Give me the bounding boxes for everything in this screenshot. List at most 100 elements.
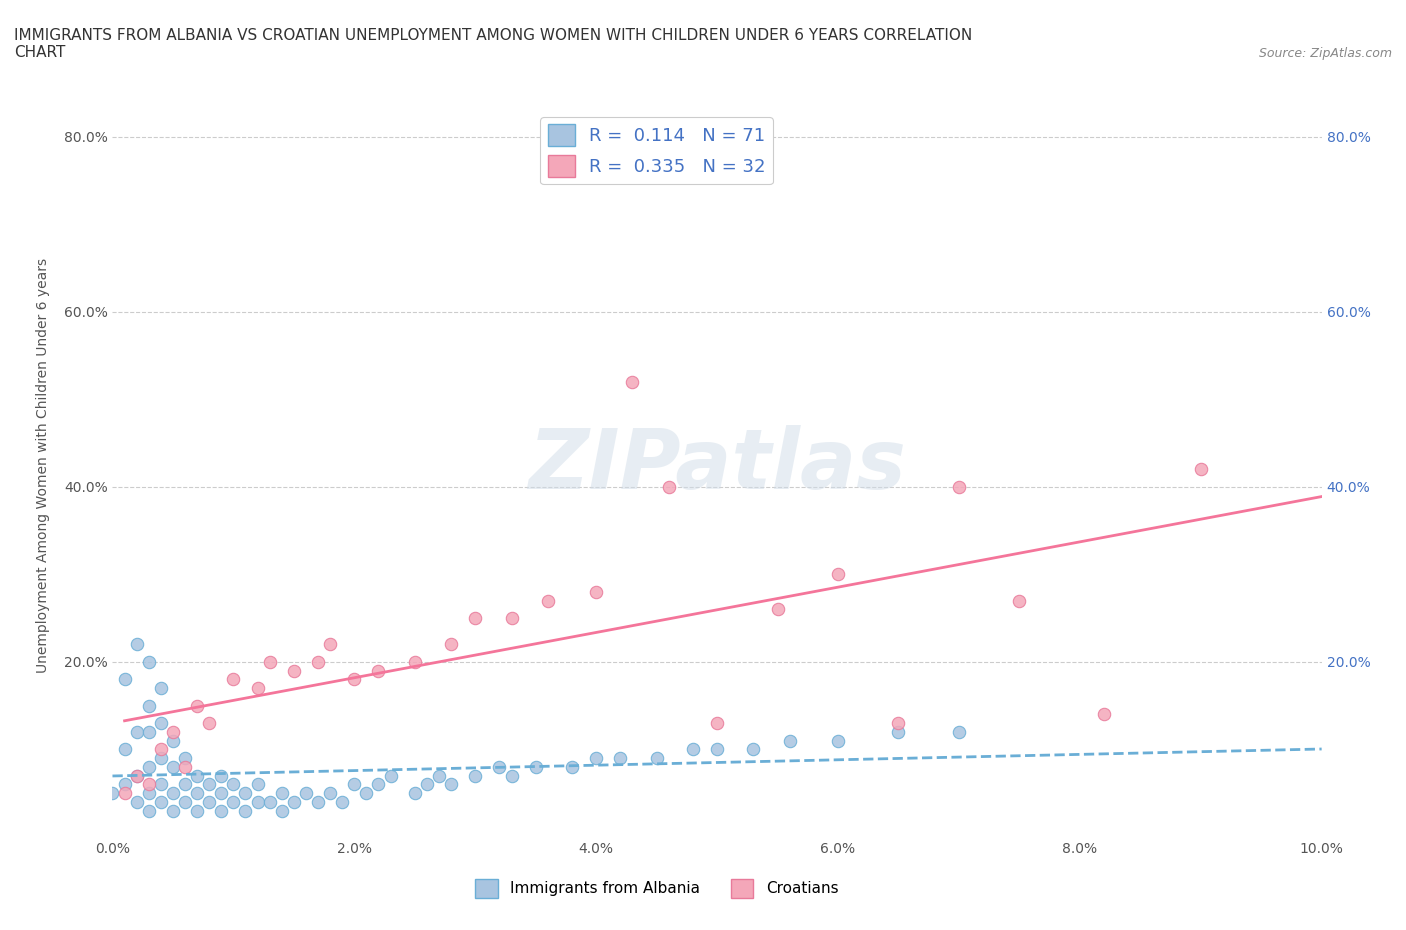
Point: [440, 637, 463, 652]
Point: [501, 611, 523, 626]
Point: [766, 602, 789, 617]
Point: [330, 794, 353, 809]
Point: [307, 794, 329, 809]
Point: [186, 804, 208, 818]
Point: [138, 655, 160, 670]
Point: [1189, 462, 1212, 477]
Point: [246, 681, 269, 696]
Point: [198, 777, 221, 792]
Point: [174, 751, 197, 765]
Point: [246, 777, 269, 792]
Text: Source: ZipAtlas.com: Source: ZipAtlas.com: [1258, 46, 1392, 60]
Point: [198, 716, 221, 731]
Point: [114, 672, 136, 687]
Point: [427, 768, 450, 783]
Point: [186, 786, 208, 801]
Point: [706, 716, 728, 731]
Point: [235, 786, 257, 801]
Point: [235, 804, 257, 818]
Point: [1092, 707, 1115, 722]
Point: [307, 655, 329, 670]
Point: [259, 655, 281, 670]
Point: [319, 786, 342, 801]
Point: [283, 663, 305, 678]
Point: [125, 637, 148, 652]
Point: [174, 794, 197, 809]
Point: [125, 794, 148, 809]
Point: [561, 760, 583, 775]
Point: [319, 637, 342, 652]
Point: [621, 375, 644, 390]
Point: [198, 794, 221, 809]
Point: [149, 742, 172, 757]
Point: [367, 777, 389, 792]
Point: [149, 794, 172, 809]
Point: [149, 681, 172, 696]
Point: [138, 804, 160, 818]
Point: [246, 794, 269, 809]
Point: [222, 794, 245, 809]
Point: [609, 751, 631, 765]
Point: [356, 786, 378, 801]
Point: [887, 724, 910, 739]
Point: [149, 777, 172, 792]
Point: [125, 724, 148, 739]
Point: [162, 760, 184, 775]
Point: [416, 777, 439, 792]
Point: [524, 760, 547, 775]
Point: [259, 794, 281, 809]
Point: [948, 724, 970, 739]
Point: [222, 777, 245, 792]
Point: [101, 786, 124, 801]
Point: [149, 716, 172, 731]
Point: [585, 751, 607, 765]
Legend: Immigrants from Albania, Croatians: Immigrants from Albania, Croatians: [468, 873, 845, 904]
Point: [162, 804, 184, 818]
Point: [682, 742, 704, 757]
Point: [209, 804, 232, 818]
Point: [138, 786, 160, 801]
Point: [114, 742, 136, 757]
Point: [186, 768, 208, 783]
Point: [464, 611, 486, 626]
Point: [270, 786, 292, 801]
Point: [380, 768, 402, 783]
Text: IMMIGRANTS FROM ALBANIA VS CROATIAN UNEMPLOYMENT AMONG WOMEN WITH CHILDREN UNDER: IMMIGRANTS FROM ALBANIA VS CROATIAN UNEM…: [14, 28, 973, 60]
Point: [464, 768, 486, 783]
Point: [404, 786, 426, 801]
Point: [827, 733, 849, 748]
Point: [138, 777, 160, 792]
Point: [162, 733, 184, 748]
Point: [343, 672, 366, 687]
Y-axis label: Unemployment Among Women with Children Under 6 years: Unemployment Among Women with Children U…: [37, 258, 49, 672]
Point: [162, 786, 184, 801]
Point: [887, 716, 910, 731]
Point: [501, 768, 523, 783]
Point: [488, 760, 510, 775]
Point: [162, 724, 184, 739]
Point: [174, 777, 197, 792]
Point: [283, 794, 305, 809]
Point: [186, 698, 208, 713]
Point: [138, 724, 160, 739]
Point: [779, 733, 801, 748]
Point: [209, 786, 232, 801]
Point: [222, 672, 245, 687]
Point: [138, 760, 160, 775]
Point: [125, 768, 148, 783]
Point: [114, 786, 136, 801]
Point: [149, 751, 172, 765]
Point: [1008, 593, 1031, 608]
Point: [295, 786, 318, 801]
Point: [114, 777, 136, 792]
Text: ZIPatlas: ZIPatlas: [529, 424, 905, 506]
Point: [948, 480, 970, 495]
Point: [645, 751, 668, 765]
Point: [742, 742, 765, 757]
Point: [706, 742, 728, 757]
Point: [827, 567, 849, 582]
Point: [343, 777, 366, 792]
Point: [367, 663, 389, 678]
Point: [440, 777, 463, 792]
Point: [138, 698, 160, 713]
